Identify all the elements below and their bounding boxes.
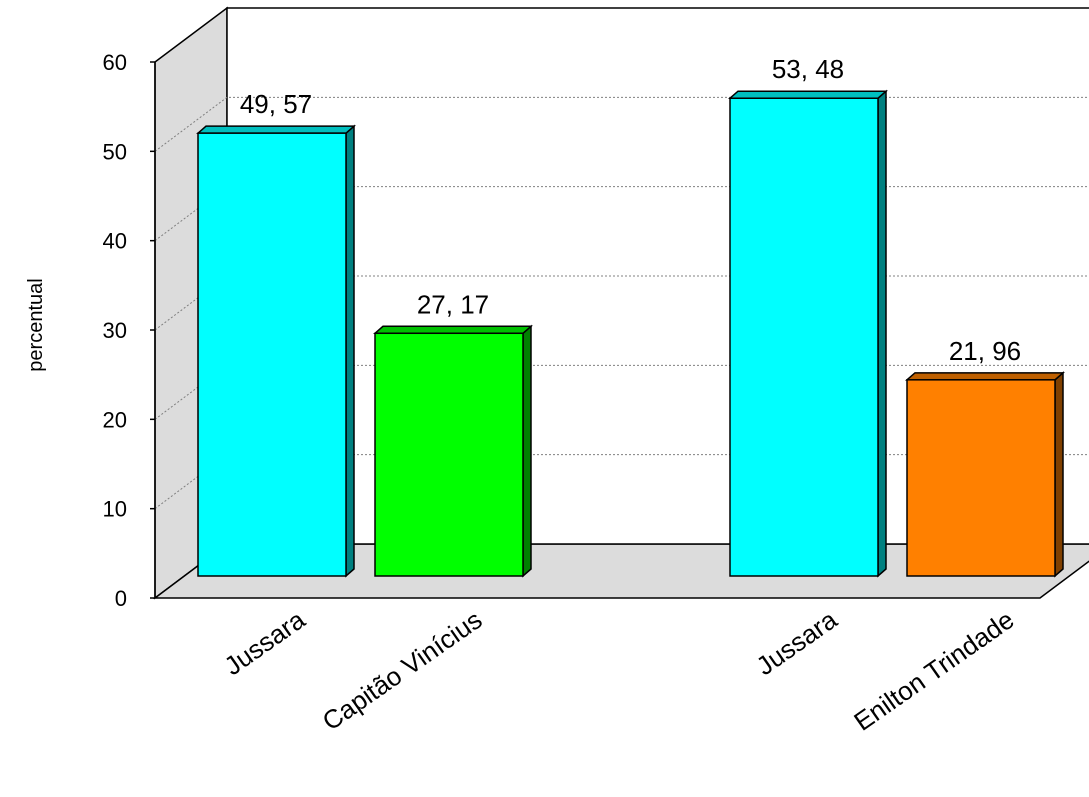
bar-top [905,372,1065,381]
category-label: Capitão Vinícius [317,604,488,736]
value-label: 21, 96 [949,336,1021,366]
bar [728,89,888,578]
y-tick-label: 60 [103,50,127,75]
bar-front [729,97,879,577]
bar-side [877,89,887,578]
bar-side [345,124,355,578]
category-label: Jussara [751,604,843,681]
y-axis-ticks: 0 10 20 30 40 50 60 [103,50,156,611]
bar [905,371,1065,578]
bar-top [728,90,888,99]
y-tick-label: 0 [115,586,127,611]
value-label: 53, 48 [772,54,844,84]
y-axis-label: percentual [25,278,47,371]
y-tick-label: 50 [103,139,127,164]
y-tick-label: 30 [103,318,127,343]
bar [373,324,533,578]
bar-front [906,379,1056,577]
value-labels: 49, 57 27, 17 53, 48 21, 96 [240,54,1021,366]
bar [196,124,356,578]
bar-side [522,324,532,578]
category-labels: Jussara Capitão Vinícius Jussara Enilton Tr… [219,604,1020,737]
y-tick-label: 20 [103,407,127,432]
bar-top [196,125,356,134]
bar-front [374,332,524,577]
y-tick-label: 40 [103,229,127,254]
value-label: 27, 17 [417,289,489,319]
bars [196,89,1065,578]
value-label: 49, 57 [240,89,312,119]
bar-front [197,132,347,577]
bar-side [1054,371,1064,578]
y-tick-label: 10 [103,497,127,522]
category-label: Jussara [219,604,311,681]
bar-top [373,325,533,335]
category-label: Enilton Trindade [848,604,1019,736]
